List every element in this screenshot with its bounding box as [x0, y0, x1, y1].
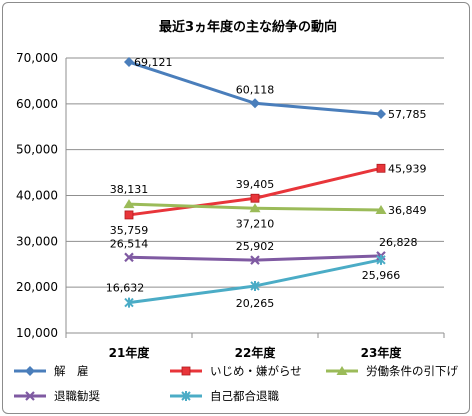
- legend-marker: [25, 366, 35, 376]
- data-point-marker: [124, 57, 134, 68]
- data-label: 20,265: [236, 297, 275, 310]
- legend-marker: [181, 391, 191, 401]
- x-category-label: 23年度: [361, 345, 403, 360]
- legend-entry: 解 雇: [54, 364, 89, 378]
- legend-entry: いじめ・嫌がらせ: [210, 364, 302, 378]
- data-label: 69,121: [134, 56, 173, 69]
- y-tick-label: 50,000: [16, 143, 58, 157]
- data-point-marker: [249, 203, 261, 213]
- legend-entry: 労働条件の引下げ: [366, 364, 458, 378]
- x-axis-categories: 21年度 22年度 23年度: [109, 345, 403, 360]
- data-label: 25,966: [362, 269, 401, 282]
- data-point-marker: [375, 204, 387, 214]
- data-label: 26,828: [379, 236, 418, 249]
- legend-entry: 退職勧奨: [54, 389, 100, 403]
- y-tick-label: 40,000: [16, 189, 58, 203]
- y-tick-label: 60,000: [16, 97, 58, 111]
- data-point-marker: [123, 199, 135, 209]
- chart-title: 最近3ヵ年度の主な紛争の動向: [159, 19, 337, 35]
- data-label: 45,939: [388, 162, 427, 175]
- x-category-label: 22年度: [235, 345, 277, 360]
- data-labels: 69,121 60,118 57,785 35,759 39,405 45,939 38,1…: [106, 56, 427, 310]
- data-label: 26,514: [110, 237, 149, 250]
- data-point-marker: [124, 297, 134, 308]
- data-label: 60,118: [236, 83, 275, 96]
- legend-marker: [336, 366, 348, 375]
- data-point-marker: [250, 193, 260, 203]
- data-point-marker: [376, 163, 386, 173]
- y-tick-label: 30,000: [16, 234, 58, 248]
- data-point-marker: [250, 280, 260, 291]
- data-label: 35,759: [110, 224, 149, 237]
- data-label: 38,131: [110, 183, 149, 196]
- data-label: 57,785: [388, 108, 427, 121]
- data-point-marker: [124, 252, 134, 263]
- data-label: 16,632: [106, 282, 145, 295]
- legend-entry: 自己都合退職: [210, 389, 279, 403]
- data-label: 36,849: [388, 204, 427, 217]
- y-tick-label: 10,000: [16, 326, 58, 340]
- data-point-marker: [250, 255, 260, 265]
- y-tick-label: 20,000: [16, 280, 58, 294]
- data-label: 37,210: [236, 217, 275, 230]
- series-markers: [123, 57, 387, 308]
- legend-marker: [181, 366, 191, 376]
- axes: [65, 58, 445, 338]
- data-point-marker: [250, 98, 260, 109]
- x-category-label: 21年度: [109, 345, 151, 360]
- y-tick-label: 70,000: [16, 51, 58, 65]
- y-axis-ticks: 10,000 20,000 30,000 40,000 50,000 60,000 70,0…: [16, 51, 58, 340]
- data-point-marker: [376, 108, 386, 119]
- data-label: 25,902: [236, 240, 275, 253]
- data-label: 39,405: [236, 178, 275, 191]
- data-point-marker: [376, 254, 386, 265]
- legend-marker: [25, 391, 35, 401]
- data-point-marker: [124, 210, 134, 220]
